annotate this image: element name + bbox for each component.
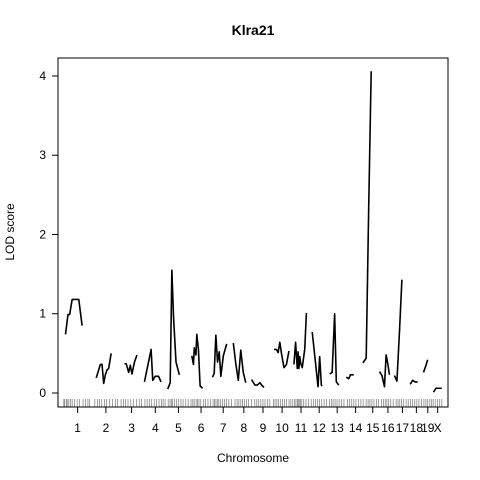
lod-curve-chr-9 (250, 379, 265, 389)
lod-curve-chr-14 (345, 373, 354, 380)
x-tick-label: 7 (220, 421, 227, 435)
lod-curve-chr-17 (393, 279, 403, 382)
x-tick-label: 8 (241, 421, 248, 435)
x-tick-label: 5 (175, 421, 182, 435)
x-tick-label: 13 (331, 421, 345, 435)
lod-curves (64, 71, 442, 393)
x-tick-label: X (434, 421, 442, 435)
lod-curve-chr-4 (143, 348, 162, 383)
lod-curve-chr-13 (329, 312, 340, 386)
x-tick-label: 16 (381, 421, 395, 435)
y-tick-label: 0 (39, 386, 46, 400)
x-tick-label: 6 (198, 421, 205, 435)
lod-curve-chr-19 (422, 359, 429, 373)
y-tick-label: 1 (39, 307, 46, 321)
lod-curve-chr-3 (124, 354, 138, 375)
x-tick-label: 1 (74, 421, 81, 435)
x-tick-label: 17 (396, 421, 410, 435)
lod-curve-chr-12 (311, 331, 323, 388)
x-tick-label: 9 (260, 421, 267, 435)
x-tick-label: 3 (128, 421, 135, 435)
x-tick-label: 4 (152, 421, 159, 435)
lod-curve-chr-16 (378, 354, 391, 388)
lod-curve-chr-18 (409, 379, 418, 385)
y-tick-label: 3 (39, 148, 46, 162)
plot-frame (57, 57, 449, 408)
lod-curve-chr-10 (274, 341, 290, 369)
x-tick-label: 11 (295, 421, 308, 435)
lod-curve-chr-X (432, 387, 442, 393)
x-tick-label: 19 (421, 421, 435, 435)
marker-rug (63, 399, 443, 407)
lod-curve-chr-15 (362, 71, 372, 364)
x-tick-label: 12 (313, 421, 327, 435)
x-tick-label: 18 (410, 421, 424, 435)
y-tick-label: 2 (39, 227, 46, 241)
x-tick-label: 10 (275, 421, 289, 435)
x-tick-label: 14 (349, 421, 363, 435)
y-axis-label: LOD score (3, 203, 17, 261)
lod-curve-chr-8 (232, 342, 247, 383)
lod-curve-chr-1 (64, 298, 83, 335)
x-tick-label: 15 (366, 421, 380, 435)
x-tick-label: 2 (103, 421, 110, 435)
lod-curve-chr-7 (211, 334, 228, 378)
lod-curve-chr-2 (95, 353, 112, 385)
y-tick-label: 4 (39, 69, 46, 83)
x-axis-label: Chromosome (217, 451, 289, 465)
chart-title: Klra21 (232, 22, 275, 38)
lod-curve-chr-6 (191, 333, 204, 389)
lod-curve-chr-11 (293, 312, 308, 370)
lod-curve-chr-5 (166, 269, 181, 390)
